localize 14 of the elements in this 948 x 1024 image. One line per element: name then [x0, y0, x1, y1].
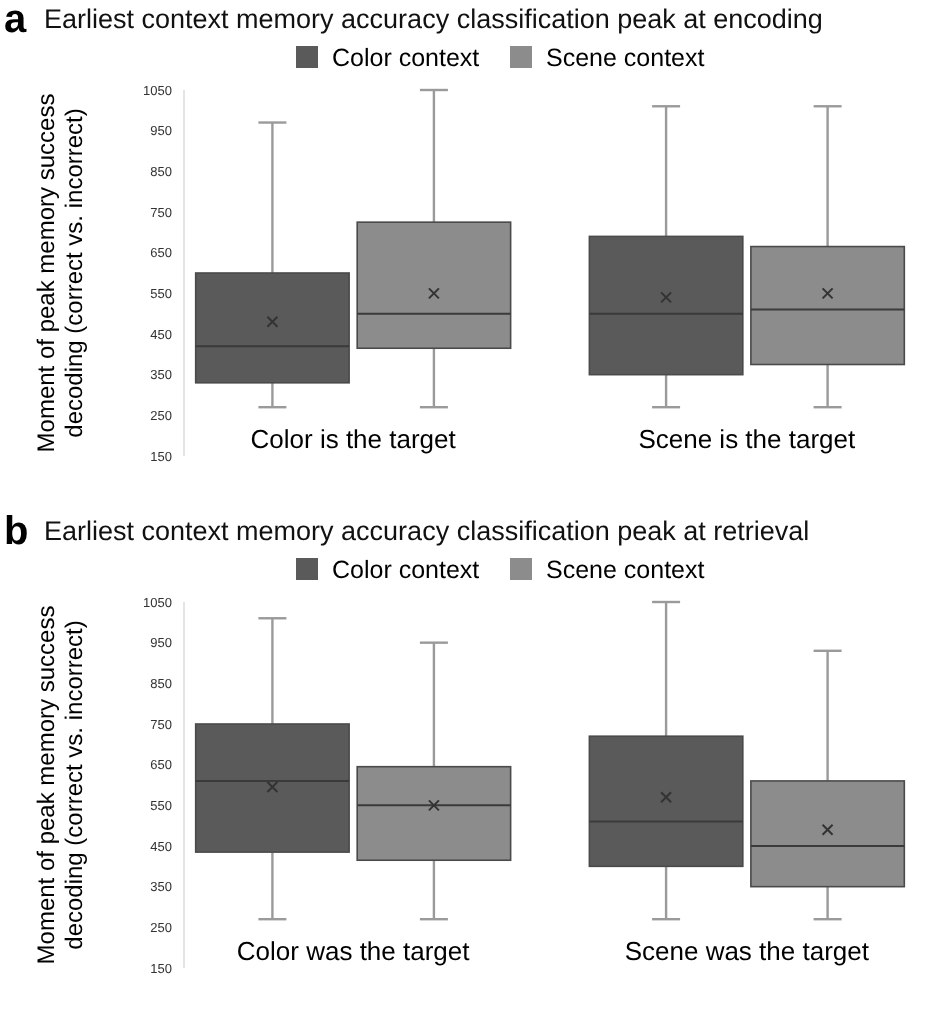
- x-tick-label: Color is the target: [250, 423, 457, 454]
- chart-title: Earliest context memory accuracy classification peak at encoding: [44, 4, 823, 34]
- y-axis-title: Moment of peak memory success decoding (correct vs. incorrect): [32, 605, 88, 965]
- x-tick-label: Scene is the target: [638, 423, 857, 454]
- legend-label: Scene context: [546, 44, 706, 72]
- legend-label: Color context: [332, 556, 481, 584]
- y-axis-title: Moment of peak memory success decoding (correct vs. incorrect): [32, 93, 88, 453]
- chart-title: Earliest context memory accuracy classification peak at retrieval: [44, 516, 810, 546]
- text: a: [4, 0, 28, 42]
- text: b: [4, 510, 29, 554]
- x-tick-label: Scene was the target: [624, 935, 870, 966]
- legend-label: Scene context: [546, 556, 706, 584]
- x-tick-label: Color was the target: [236, 935, 471, 966]
- legend-label: Color context: [332, 44, 481, 72]
